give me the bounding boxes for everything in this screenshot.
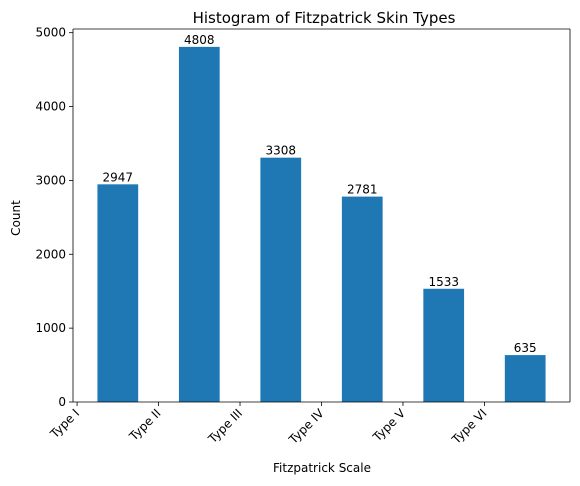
- y-tick-label: 4000: [35, 100, 66, 114]
- bar-3: [260, 157, 302, 402]
- x-tick-label: Type III: [205, 406, 245, 446]
- x-axis-label: Fitzpatrick Scale: [273, 461, 371, 475]
- bar-4: [341, 196, 383, 402]
- y-tick-label: 0: [58, 395, 66, 409]
- y-tick-label: 2000: [35, 247, 66, 261]
- bar-1: [97, 184, 139, 402]
- bar-6: [504, 355, 546, 402]
- plot-area: 2947 4808 3308 2781 1533 635 0 1000 2000 3000 4000…: [35, 26, 571, 448]
- bar-value-label: 2947: [103, 170, 134, 184]
- x-tick-label: Type VI: [448, 406, 489, 447]
- bar-value-label: 1533: [428, 275, 459, 289]
- x-tick-label: Type IV: [286, 406, 328, 448]
- bar-value-label: 3308: [265, 144, 296, 158]
- y-tick-label: 5000: [35, 26, 66, 40]
- y-tick-label: 1000: [35, 321, 66, 335]
- chart-title: Histogram of Fitzpatrick Skin Types: [193, 9, 456, 27]
- y-axis-label: Count: [9, 200, 23, 236]
- bar-value-label: 2781: [347, 183, 378, 197]
- bar-2: [178, 46, 220, 403]
- bar-5: [423, 288, 465, 402]
- bar-value-label: 4808: [184, 33, 215, 47]
- y-tick-label: 3000: [35, 173, 66, 187]
- x-tick-label: Type V: [369, 406, 408, 445]
- x-tick-label: Type I: [47, 406, 82, 441]
- bar-value-label: 635: [514, 341, 537, 355]
- x-tick-label: Type II: [126, 406, 164, 444]
